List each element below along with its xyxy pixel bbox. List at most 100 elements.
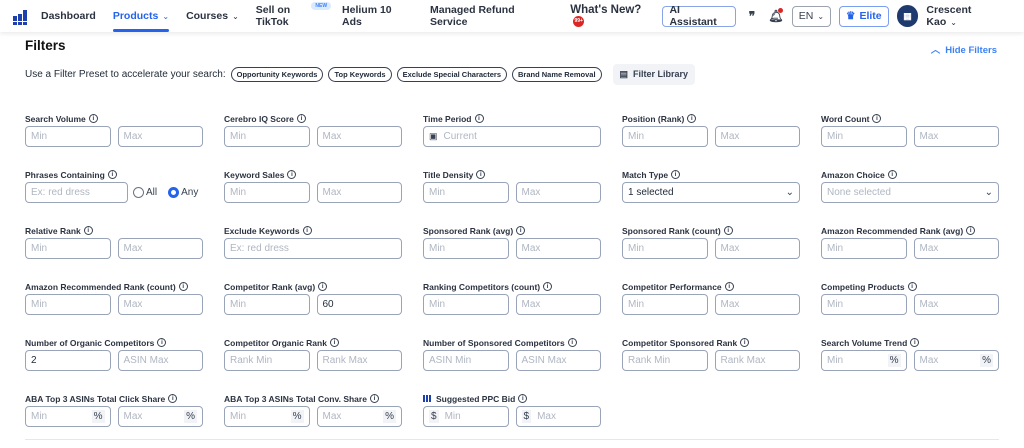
- ai-assistant-button[interactable]: AI Assistant: [662, 6, 736, 27]
- filter-library-button[interactable]: ▤Filter Library: [613, 64, 696, 85]
- input-max[interactable]: Max: [516, 294, 602, 315]
- nav-item-helium-10-ads[interactable]: Helium 10 Ads: [342, 0, 413, 32]
- input-max[interactable]: Max%: [914, 350, 1000, 371]
- input-min[interactable]: Min: [821, 126, 907, 147]
- input-min[interactable]: Min: [224, 182, 310, 203]
- info-icon[interactable]: i: [318, 282, 327, 291]
- info-icon[interactable]: i: [84, 226, 93, 235]
- info-icon[interactable]: i: [476, 170, 485, 179]
- input-max[interactable]: 60: [317, 294, 403, 315]
- language-select[interactable]: EN⌄: [792, 6, 831, 27]
- feedback-quote-icon[interactable]: ❞: [744, 8, 760, 24]
- info-icon[interactable]: i: [724, 226, 733, 235]
- input-min[interactable]: 2: [25, 350, 111, 371]
- input-min[interactable]: Min%: [224, 406, 310, 427]
- preset-chip-brand-name-removal[interactable]: Brand Name Removal: [512, 67, 602, 82]
- user-menu[interactable]: Crescent Kao⌄: [926, 4, 1004, 28]
- info-icon[interactable]: i: [910, 338, 919, 347]
- info-icon[interactable]: i: [108, 170, 117, 179]
- info-icon[interactable]: i: [908, 282, 917, 291]
- input-max[interactable]: Max: [317, 182, 403, 203]
- input-max[interactable]: Max: [516, 182, 602, 203]
- input-max[interactable]: Max: [118, 126, 204, 147]
- hide-filters-button[interactable]: ︿Hide Filters: [931, 42, 997, 56]
- input-min[interactable]: ASIN Min: [423, 350, 509, 371]
- input-max[interactable]: $Max: [516, 406, 602, 427]
- input-max[interactable]: Max: [118, 294, 204, 315]
- notification-bell-icon[interactable]: 🔔︎: [768, 8, 784, 24]
- input-max[interactable]: Rank Max: [715, 350, 801, 371]
- info-icon[interactable]: i: [725, 282, 734, 291]
- input-max[interactable]: ASIN Max: [118, 350, 204, 371]
- input-max[interactable]: Max: [118, 238, 204, 259]
- info-icon[interactable]: i: [966, 226, 975, 235]
- radio-all[interactable]: All: [133, 187, 157, 198]
- whats-new-link[interactable]: What's New?99+: [570, 4, 654, 28]
- info-icon[interactable]: i: [303, 226, 312, 235]
- input-min[interactable]: Rank Min: [622, 350, 708, 371]
- input-max[interactable]: Max: [914, 238, 1000, 259]
- select-field[interactable]: None selected⌄: [821, 182, 999, 203]
- input-min[interactable]: $Min: [423, 406, 509, 427]
- input-field[interactable]: ▣Current: [423, 126, 601, 147]
- input-min[interactable]: Min: [821, 294, 907, 315]
- preset-chip-opportunity-keywords[interactable]: Opportunity Keywords: [231, 67, 324, 82]
- info-icon[interactable]: i: [888, 170, 897, 179]
- input-min[interactable]: Min%: [25, 406, 111, 427]
- info-icon[interactable]: i: [740, 338, 749, 347]
- input-min[interactable]: Min: [224, 126, 310, 147]
- info-icon[interactable]: i: [370, 394, 379, 403]
- avatar[interactable]: ▦: [897, 5, 919, 27]
- select-field[interactable]: 1 selected⌄: [622, 182, 800, 203]
- input-max[interactable]: ASIN Max: [516, 350, 602, 371]
- input-min[interactable]: Min: [423, 238, 509, 259]
- info-icon[interactable]: i: [179, 282, 188, 291]
- input-min[interactable]: Min: [25, 238, 111, 259]
- info-icon[interactable]: i: [671, 170, 680, 179]
- info-icon[interactable]: i: [475, 114, 484, 123]
- info-icon[interactable]: i: [89, 114, 98, 123]
- input-min[interactable]: Min%: [821, 350, 907, 371]
- info-icon[interactable]: i: [543, 282, 552, 291]
- input-min[interactable]: Min: [622, 294, 708, 315]
- nav-item-dashboard[interactable]: Dashboard: [41, 0, 96, 32]
- input-max[interactable]: Max: [516, 238, 602, 259]
- nav-item-products[interactable]: Products⌄: [113, 0, 169, 32]
- info-icon[interactable]: i: [872, 114, 881, 123]
- input-max[interactable]: Rank Max: [317, 350, 403, 371]
- input-max[interactable]: Max: [317, 126, 403, 147]
- nav-item-sell-on-tiktok[interactable]: Sell on TikTokNEW: [256, 0, 325, 32]
- input-min[interactable]: Min: [622, 126, 708, 147]
- preset-chip-top-keywords[interactable]: Top Keywords: [328, 67, 391, 82]
- nav-item-managed-refund-service[interactable]: Managed Refund Service: [430, 0, 553, 32]
- info-icon[interactable]: i: [157, 338, 166, 347]
- info-icon[interactable]: i: [168, 394, 177, 403]
- elite-plan-button[interactable]: ♛Elite: [839, 6, 889, 27]
- input-field[interactable]: Ex: red dress: [224, 238, 402, 259]
- info-icon[interactable]: i: [568, 338, 577, 347]
- input-max[interactable]: Max%: [118, 406, 204, 427]
- input-max[interactable]: Max%: [317, 406, 403, 427]
- input-max[interactable]: Max: [715, 126, 801, 147]
- info-icon[interactable]: i: [518, 394, 527, 403]
- input-min[interactable]: Min: [821, 238, 907, 259]
- info-icon[interactable]: i: [297, 114, 306, 123]
- nav-item-courses[interactable]: Courses⌄: [186, 0, 239, 32]
- input-max[interactable]: Max: [715, 238, 801, 259]
- info-icon[interactable]: i: [687, 114, 696, 123]
- input-min[interactable]: Min: [25, 126, 111, 147]
- input-field[interactable]: Ex: red dress: [25, 182, 128, 203]
- input-max[interactable]: Max: [914, 126, 1000, 147]
- info-icon[interactable]: i: [516, 226, 525, 235]
- input-min[interactable]: Min: [622, 238, 708, 259]
- input-min[interactable]: Min: [224, 294, 310, 315]
- info-icon[interactable]: i: [330, 338, 339, 347]
- input-min[interactable]: Min: [25, 294, 111, 315]
- input-min[interactable]: Min: [423, 182, 509, 203]
- input-min[interactable]: Rank Min: [224, 350, 310, 371]
- info-icon[interactable]: i: [287, 170, 296, 179]
- input-max[interactable]: Max: [914, 294, 1000, 315]
- input-max[interactable]: Max: [715, 294, 801, 315]
- input-min[interactable]: Min: [423, 294, 509, 315]
- preset-chip-exclude-special-characters[interactable]: Exclude Special Characters: [397, 67, 507, 82]
